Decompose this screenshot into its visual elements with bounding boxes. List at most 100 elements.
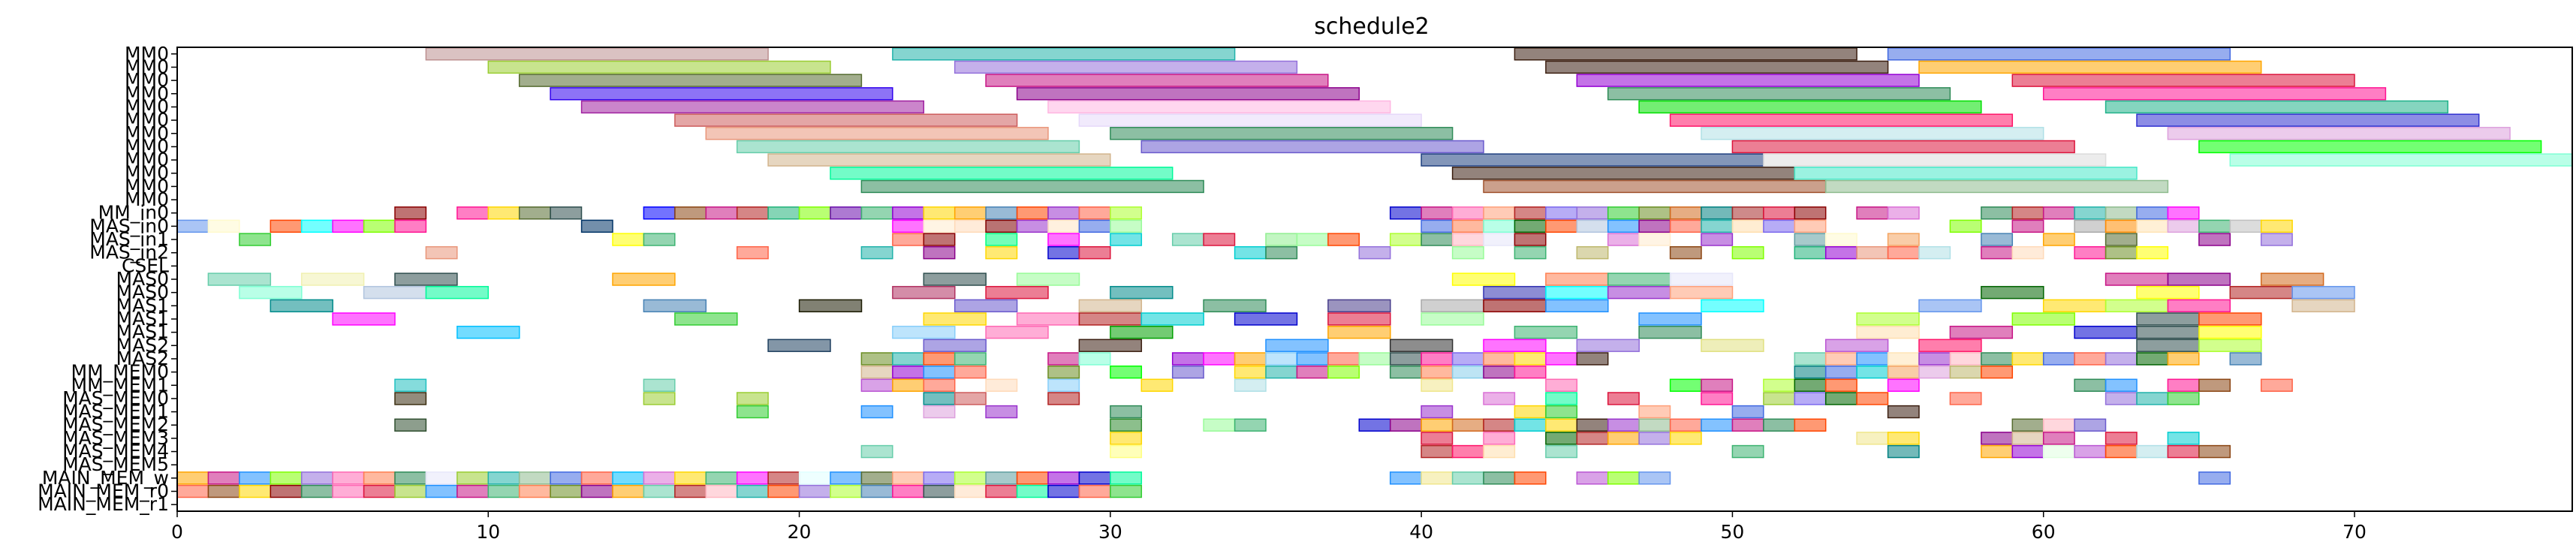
- task-bar-466: [363, 484, 396, 498]
- task-bar-55: [892, 206, 925, 220]
- task-bar-489: [1078, 484, 1111, 498]
- task-bar-438: [736, 471, 769, 485]
- task-bar-121: [2198, 219, 2231, 233]
- task-bar-93: [580, 219, 613, 233]
- task-bar-58: [985, 206, 1018, 220]
- task-bar-68: [1545, 206, 1578, 220]
- task-bar-141: [1514, 233, 1547, 246]
- task-bar-189: [2167, 272, 2231, 286]
- task-bar-238: [1110, 325, 1174, 339]
- task-bar-218: [2104, 299, 2169, 313]
- task-bar-193: [425, 285, 490, 300]
- task-bar-470: [487, 484, 520, 498]
- task-bar-418: [2167, 444, 2200, 459]
- task-bar-211: [1327, 299, 1391, 313]
- task-bar-334: [2104, 378, 2138, 392]
- task-bar-22: [1669, 113, 2014, 127]
- task-bar-465: [332, 484, 365, 498]
- task-bar-432: [550, 471, 583, 485]
- task-bar-220: [2291, 299, 2355, 313]
- task-bar-461: [207, 484, 240, 498]
- task-bar-363: [1545, 405, 1578, 419]
- task-bar-160: [1234, 245, 1267, 260]
- y-tick-label-31: MAS_MEM5: [62, 453, 169, 475]
- task-bar-417: [2136, 444, 2169, 459]
- task-bar-402: [2104, 432, 2138, 445]
- task-bar-367: [394, 418, 427, 432]
- y-tick-label-11: MM0: [125, 188, 169, 210]
- task-bar-354: [2136, 392, 2169, 405]
- task-bar-308: [1514, 365, 1547, 379]
- task-bar-391: [1483, 432, 1516, 445]
- task-bar-13: [1016, 87, 1360, 101]
- task-bar-85: [2167, 206, 2200, 220]
- bars-layer: [176, 47, 2573, 498]
- task-bar-453: [1451, 471, 1484, 485]
- y-tick-label-1: MM0: [125, 56, 169, 77]
- task-bar-379: [1607, 418, 1640, 432]
- y-tick-label-25: MM_MEM1: [71, 374, 169, 396]
- task-bar-173: [1981, 245, 2014, 260]
- task-bar-360: [1110, 405, 1143, 419]
- task-bar-88: [270, 219, 303, 233]
- task-bar-52: [798, 206, 831, 220]
- task-bar-403: [2167, 432, 2200, 445]
- task-bar-279: [1794, 352, 1827, 366]
- task-bar-396: [1669, 432, 1702, 445]
- task-bar-296: [954, 365, 987, 379]
- task-bar-376: [1514, 418, 1547, 432]
- task-bar-170: [1856, 245, 1889, 260]
- task-bar-447: [1016, 471, 1049, 485]
- task-bar-374: [1451, 418, 1484, 432]
- task-bar-236: [892, 325, 956, 339]
- task-bar-175: [2074, 245, 2107, 260]
- y-tick-label-16: CSEL: [122, 254, 169, 276]
- task-bar-99: [1047, 219, 1080, 233]
- task-bar-112: [1731, 219, 1764, 233]
- task-bar-250: [1265, 339, 1329, 352]
- task-bar-325: [1421, 378, 1454, 392]
- task-bar-136: [1327, 233, 1360, 246]
- task-bar-185: [1545, 272, 1609, 286]
- task-bar-188: [2104, 272, 2169, 286]
- task-bar-321: [985, 378, 1018, 392]
- task-bar-210: [1203, 299, 1267, 313]
- task-bar-61: [1078, 206, 1111, 220]
- task-bar-299: [1171, 365, 1204, 379]
- task-bar-426: [363, 471, 396, 485]
- task-bar-234: [2198, 312, 2262, 326]
- task-bar-96: [954, 219, 987, 233]
- task-bar-452: [1421, 471, 1454, 485]
- task-bar-362: [1514, 405, 1547, 419]
- task-bar-159: [1078, 245, 1111, 260]
- task-bar-474: [612, 484, 645, 498]
- task-bar-337: [2260, 378, 2293, 392]
- task-bar-349: [1794, 392, 1827, 405]
- task-bar-437: [705, 471, 738, 485]
- task-bar-311: [1856, 365, 1889, 379]
- task-bar-182: [923, 272, 987, 286]
- task-bar-297: [1047, 365, 1080, 379]
- task-bar-57: [954, 206, 987, 220]
- task-bar-125: [612, 233, 645, 246]
- task-bar-126: [643, 233, 676, 246]
- task-bar-53: [830, 206, 863, 220]
- task-bar-184: [1451, 272, 1516, 286]
- task-bar-199: [1607, 285, 1671, 300]
- task-bar-181: [612, 272, 676, 286]
- task-bar-40: [1483, 179, 1827, 194]
- y-tick-label-2: MM0: [125, 69, 169, 91]
- task-bar-264: [1078, 352, 1111, 366]
- task-bar-316: [394, 378, 427, 392]
- task-bar-389: [1110, 432, 1143, 445]
- y-tick-label-34: MAIN_MEM_r1: [38, 493, 169, 515]
- task-bar-462: [239, 484, 272, 498]
- task-bar-192: [363, 285, 427, 300]
- task-bar-385: [1794, 418, 1827, 432]
- y-tick-label-9: MM0: [125, 162, 169, 184]
- task-bar-50: [736, 206, 769, 220]
- task-bar-242: [1856, 325, 1920, 339]
- task-bar-41: [1824, 179, 2169, 194]
- task-bar-487: [1016, 484, 1049, 498]
- task-bar-33: [1421, 153, 1764, 167]
